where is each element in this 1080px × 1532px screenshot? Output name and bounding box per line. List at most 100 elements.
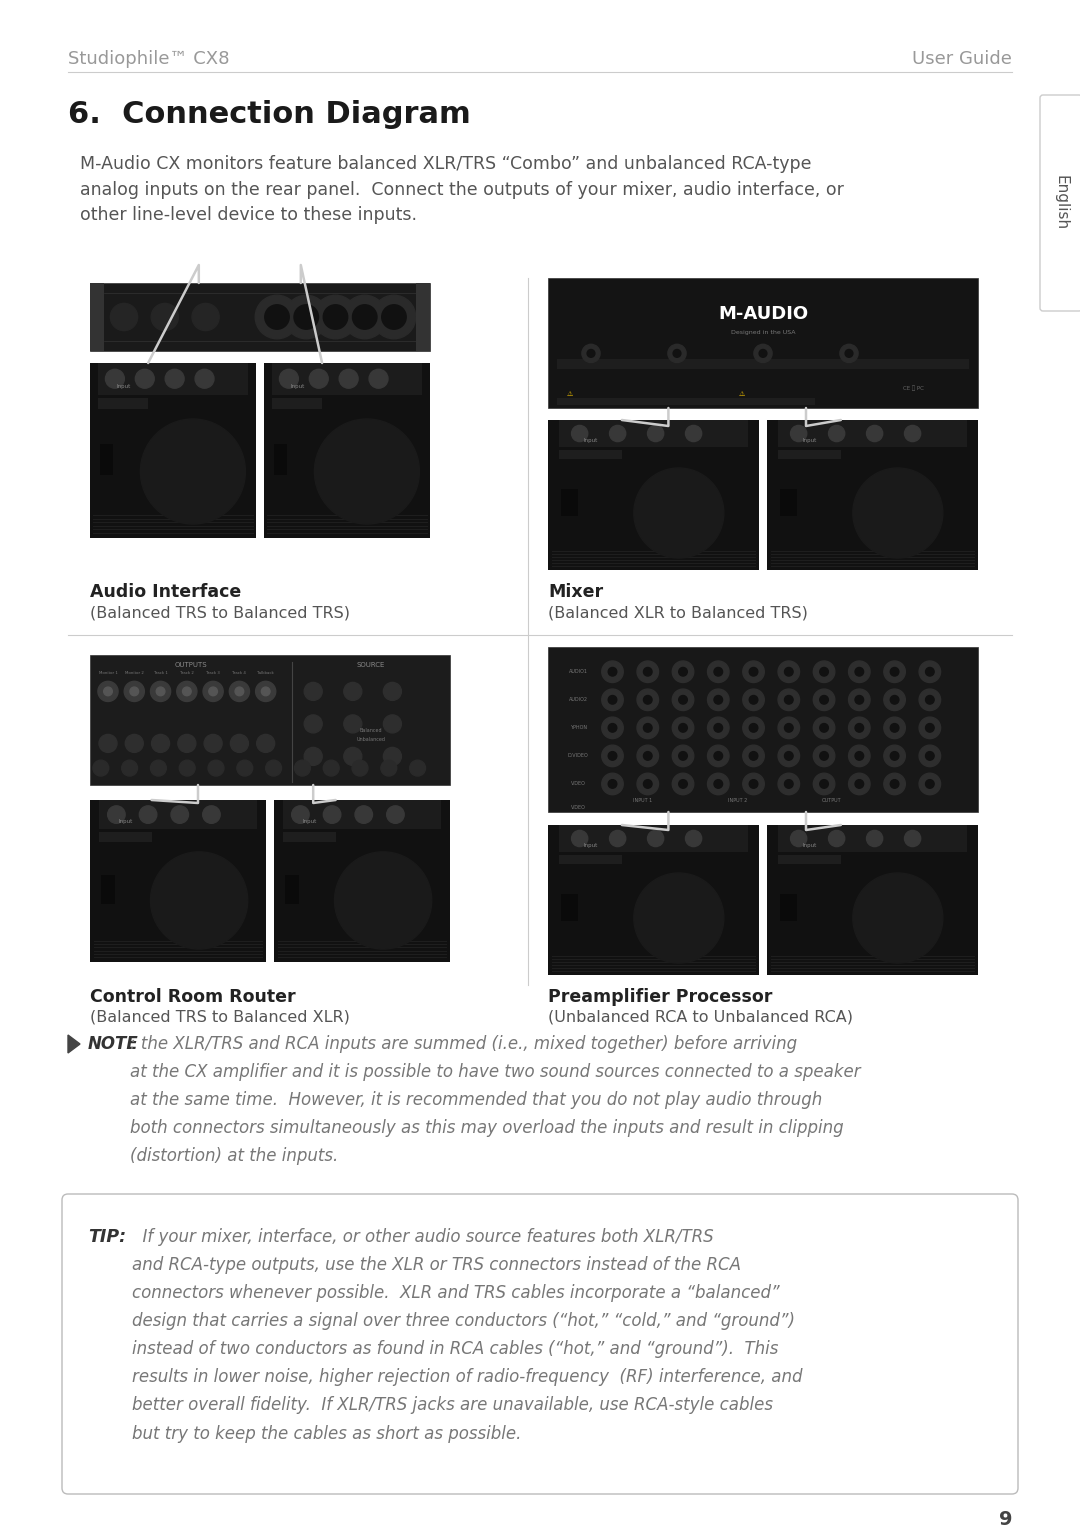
Circle shape	[870, 892, 924, 945]
Circle shape	[686, 426, 702, 441]
Bar	[548, 420, 759, 570]
Circle shape	[634, 873, 724, 964]
Circle shape	[370, 889, 395, 913]
Circle shape	[608, 723, 617, 732]
Circle shape	[648, 830, 664, 847]
Text: User Guide: User Guide	[913, 51, 1012, 67]
Circle shape	[323, 806, 341, 823]
Circle shape	[678, 780, 687, 789]
Text: ⚠: ⚠	[566, 391, 572, 397]
Text: CX8: CX8	[205, 484, 225, 493]
Circle shape	[674, 913, 685, 924]
Circle shape	[409, 760, 426, 777]
Text: Input: Input	[116, 385, 131, 389]
Circle shape	[667, 345, 686, 363]
Circle shape	[104, 686, 112, 696]
Text: M-AUDIO·: M-AUDIO·	[382, 893, 419, 902]
Circle shape	[341, 859, 424, 942]
Circle shape	[791, 830, 807, 847]
Circle shape	[855, 780, 864, 789]
Circle shape	[750, 668, 758, 676]
Circle shape	[292, 806, 309, 823]
Bar	[98, 832, 151, 843]
Circle shape	[637, 717, 659, 738]
Circle shape	[883, 717, 905, 738]
Circle shape	[855, 723, 864, 732]
Circle shape	[343, 682, 362, 700]
Circle shape	[187, 889, 212, 913]
Circle shape	[314, 418, 419, 524]
Text: (Balanced TRS to Balanced XLR): (Balanced TRS to Balanced XLR)	[90, 1010, 350, 1025]
Text: CX8: CX8	[697, 928, 716, 938]
Bar	[417, 283, 430, 351]
Circle shape	[150, 682, 171, 702]
Circle shape	[672, 660, 693, 682]
Circle shape	[106, 369, 124, 388]
Circle shape	[235, 686, 244, 696]
Circle shape	[602, 689, 623, 711]
Circle shape	[387, 806, 404, 823]
Circle shape	[652, 892, 706, 945]
Text: TIP:: TIP:	[87, 1229, 126, 1246]
Circle shape	[171, 806, 189, 823]
Circle shape	[637, 660, 659, 682]
Bar	[548, 277, 978, 408]
Text: CX8: CX8	[916, 928, 935, 938]
Text: ⚠: ⚠	[739, 391, 744, 397]
Circle shape	[644, 696, 652, 705]
Text: 6.  Connection Diagram: 6. Connection Diagram	[68, 100, 471, 129]
Circle shape	[883, 774, 905, 795]
FancyBboxPatch shape	[1040, 95, 1080, 311]
Circle shape	[866, 830, 882, 847]
Circle shape	[813, 717, 835, 738]
Circle shape	[295, 760, 310, 777]
Circle shape	[892, 913, 903, 924]
Circle shape	[652, 486, 706, 539]
Circle shape	[890, 723, 899, 732]
Circle shape	[179, 760, 195, 777]
Bar	[272, 363, 421, 395]
Circle shape	[887, 502, 909, 524]
Circle shape	[98, 682, 118, 702]
Circle shape	[361, 466, 374, 478]
Circle shape	[640, 475, 717, 552]
Circle shape	[208, 686, 217, 696]
Circle shape	[170, 872, 228, 930]
Circle shape	[743, 717, 765, 738]
Circle shape	[383, 682, 402, 700]
Text: CE ⓼ PC: CE ⓼ PC	[903, 386, 923, 391]
Circle shape	[750, 696, 758, 705]
Circle shape	[784, 780, 793, 789]
Bar	[90, 283, 104, 351]
Bar	[778, 420, 968, 447]
Circle shape	[608, 668, 617, 676]
Text: M-Audio CX monitors feature balanced XLR/TRS “Combo” and unbalanced RCA-type
ana: M-Audio CX monitors feature balanced XLR…	[80, 155, 843, 224]
Circle shape	[381, 305, 406, 329]
Text: YPHON: YPHON	[569, 725, 586, 731]
Circle shape	[813, 660, 835, 682]
Circle shape	[926, 752, 934, 760]
Circle shape	[750, 723, 758, 732]
Circle shape	[178, 734, 195, 752]
Text: Studiophile™ CX8: Studiophile™ CX8	[68, 51, 229, 67]
Text: M-AUDIO·: M-AUDIO·	[901, 506, 937, 515]
Circle shape	[108, 806, 125, 823]
Circle shape	[849, 717, 870, 738]
Circle shape	[582, 345, 600, 363]
Circle shape	[673, 349, 680, 357]
Bar	[558, 826, 748, 852]
Circle shape	[707, 745, 729, 766]
Circle shape	[743, 774, 765, 795]
Circle shape	[354, 458, 380, 484]
Circle shape	[208, 760, 224, 777]
Circle shape	[846, 349, 853, 357]
Circle shape	[257, 734, 274, 752]
Circle shape	[140, 418, 245, 524]
Bar	[558, 855, 622, 864]
Circle shape	[148, 427, 238, 516]
Circle shape	[820, 723, 828, 732]
Circle shape	[352, 305, 377, 329]
Circle shape	[335, 852, 432, 948]
Circle shape	[336, 440, 399, 502]
Text: AUDIO2: AUDIO2	[568, 697, 588, 702]
